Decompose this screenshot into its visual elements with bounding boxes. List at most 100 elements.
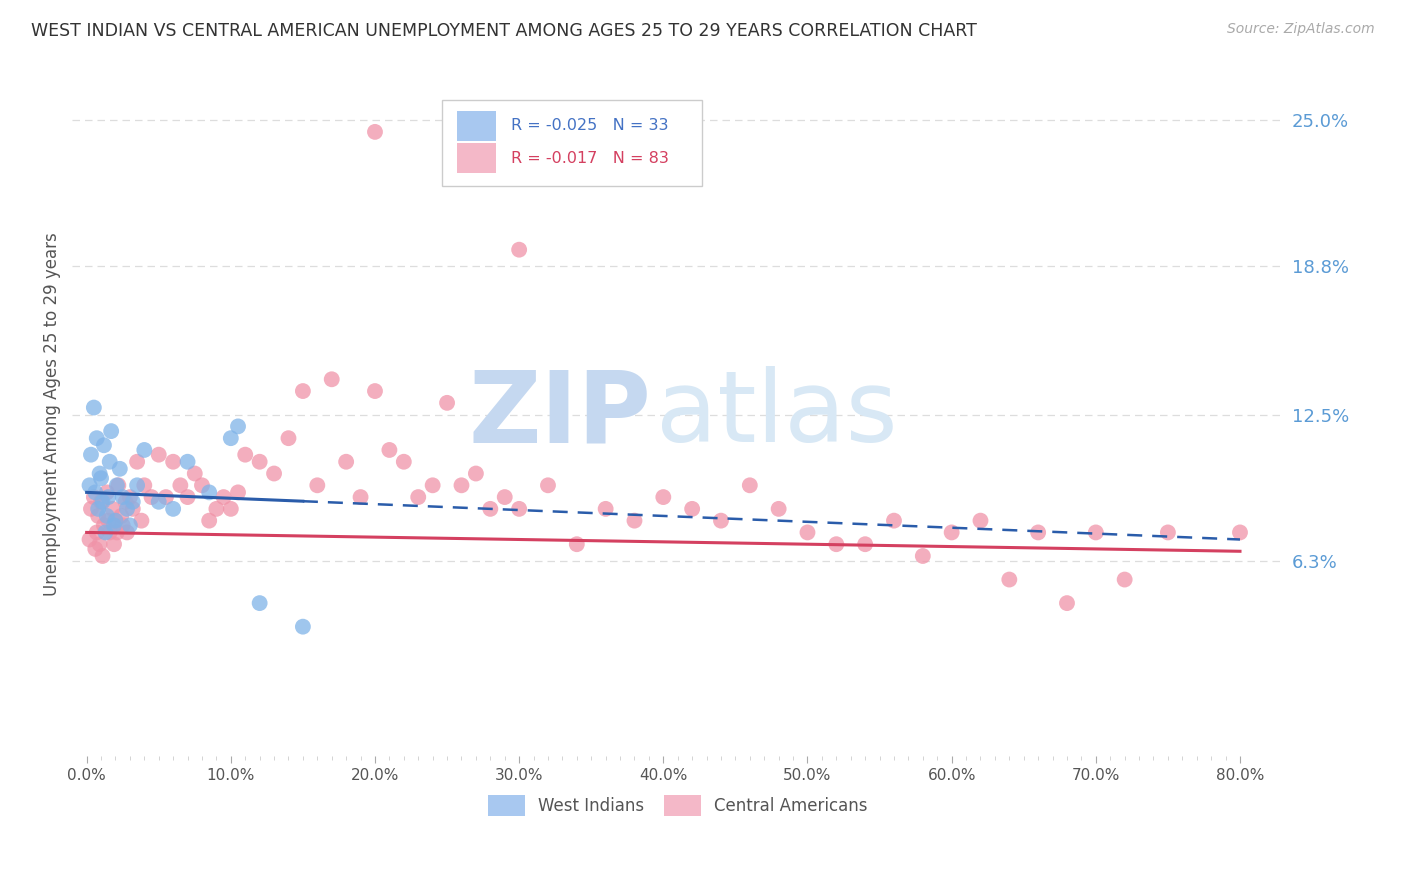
Point xyxy=(103,537,125,551)
Point xyxy=(205,501,228,516)
Point xyxy=(226,485,249,500)
Point xyxy=(169,478,191,492)
Point xyxy=(825,537,848,551)
Point xyxy=(97,490,120,504)
Text: R = -0.017   N = 83: R = -0.017 N = 83 xyxy=(510,151,668,166)
Point xyxy=(796,525,818,540)
Point xyxy=(101,501,124,516)
Point xyxy=(121,495,143,509)
Point xyxy=(969,514,991,528)
Text: WEST INDIAN VS CENTRAL AMERICAN UNEMPLOYMENT AMONG AGES 25 TO 29 YEARS CORRELATI: WEST INDIAN VS CENTRAL AMERICAN UNEMPLOY… xyxy=(31,22,977,40)
Text: R = -0.025   N = 33: R = -0.025 N = 33 xyxy=(510,119,668,134)
Point xyxy=(450,478,472,492)
Point xyxy=(853,537,876,551)
Point xyxy=(883,514,905,528)
Point xyxy=(623,514,645,528)
Point xyxy=(249,455,271,469)
Point xyxy=(508,501,530,516)
Point xyxy=(83,401,105,415)
Point xyxy=(83,490,105,504)
Point xyxy=(249,596,271,610)
Point xyxy=(307,478,329,492)
Point xyxy=(84,541,107,556)
Point xyxy=(90,495,112,509)
Point xyxy=(436,396,458,410)
Point xyxy=(105,478,128,492)
Point xyxy=(364,125,387,139)
Point xyxy=(1157,525,1180,540)
Point xyxy=(941,525,963,540)
Point xyxy=(104,514,127,528)
Point xyxy=(148,448,170,462)
Point xyxy=(198,514,221,528)
Point xyxy=(98,455,121,469)
Point xyxy=(508,243,530,257)
Point xyxy=(89,467,111,481)
Point xyxy=(118,490,141,504)
Point xyxy=(104,514,127,528)
Point xyxy=(111,490,134,504)
Point xyxy=(131,514,153,528)
Point xyxy=(652,490,675,504)
Point xyxy=(212,490,235,504)
Point xyxy=(115,525,138,540)
Point xyxy=(111,518,134,533)
Point xyxy=(710,514,733,528)
Point xyxy=(537,478,560,492)
Point xyxy=(1026,525,1049,540)
Point xyxy=(911,549,934,563)
Point xyxy=(226,419,249,434)
Point xyxy=(494,490,516,504)
Point xyxy=(127,455,149,469)
Point xyxy=(406,490,429,504)
Point xyxy=(118,518,141,533)
Point xyxy=(1084,525,1107,540)
Point xyxy=(219,431,242,445)
Point xyxy=(155,490,177,504)
Y-axis label: Unemployment Among Ages 25 to 29 years: Unemployment Among Ages 25 to 29 years xyxy=(44,233,60,597)
Point xyxy=(80,501,103,516)
Point xyxy=(80,448,103,462)
Point xyxy=(110,508,132,523)
Point xyxy=(681,501,703,516)
Point xyxy=(86,431,108,445)
Point xyxy=(103,518,125,533)
Point xyxy=(191,478,214,492)
Point xyxy=(176,490,198,504)
Point xyxy=(335,455,357,469)
Point xyxy=(768,501,790,516)
Point xyxy=(84,485,107,500)
Point xyxy=(479,501,502,516)
Point xyxy=(595,501,617,516)
Bar xyxy=(441,100,702,186)
Point xyxy=(349,490,371,504)
Point xyxy=(464,467,486,481)
Text: Source: ZipAtlas.com: Source: ZipAtlas.com xyxy=(1227,22,1375,37)
Point xyxy=(378,442,401,457)
Point xyxy=(321,372,343,386)
Point xyxy=(121,501,143,516)
Point xyxy=(91,549,114,563)
Bar xyxy=(457,143,496,173)
Point xyxy=(127,478,149,492)
Bar xyxy=(457,111,496,141)
Point xyxy=(97,514,120,528)
Point xyxy=(100,424,122,438)
Point xyxy=(219,501,242,516)
Point xyxy=(90,471,112,485)
Point xyxy=(198,485,221,500)
Point xyxy=(87,501,110,516)
Point xyxy=(79,533,101,547)
Point xyxy=(162,501,184,516)
Point xyxy=(91,495,114,509)
Point xyxy=(738,478,761,492)
Point xyxy=(392,455,415,469)
Point xyxy=(291,620,314,634)
Point xyxy=(148,495,170,509)
Point xyxy=(108,462,131,476)
Point xyxy=(565,537,588,551)
Point xyxy=(93,438,115,452)
Legend: West Indians, Central Americans: West Indians, Central Americans xyxy=(481,789,875,823)
Point xyxy=(98,525,121,540)
Point xyxy=(277,431,299,445)
